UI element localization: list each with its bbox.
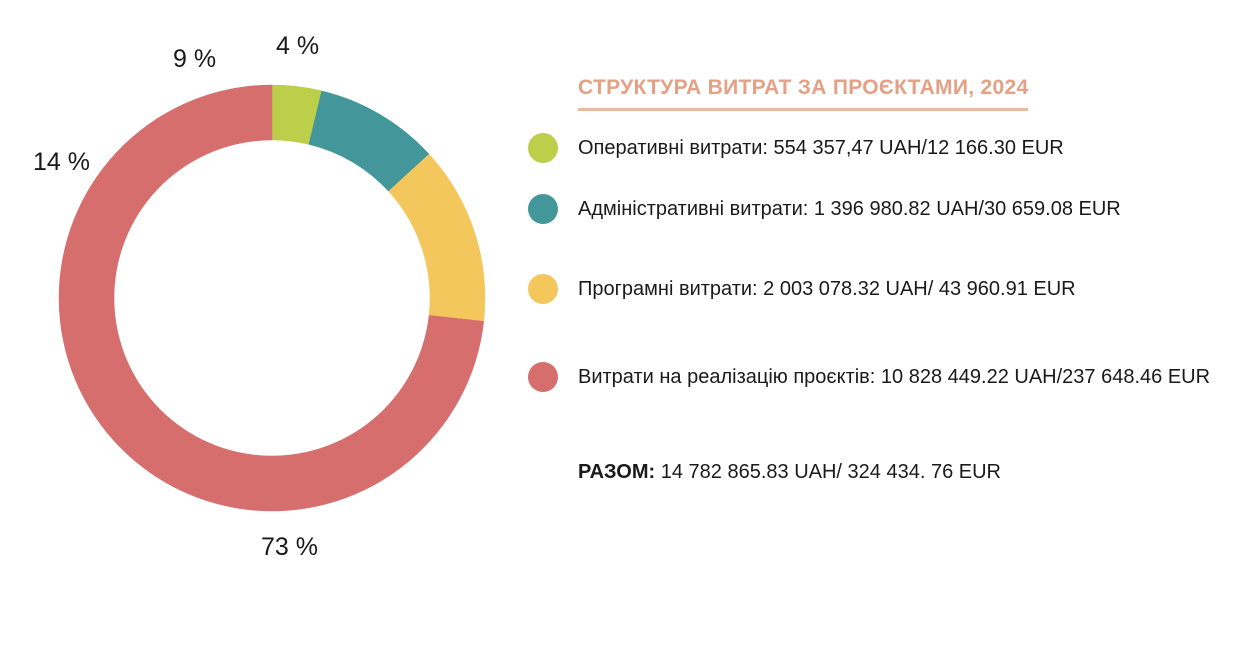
legend-dot-operational-icon	[528, 133, 558, 163]
chart-title: СТРУКТУРА ВИТРАТ ЗА ПРОЄКТАМИ, 2024	[578, 76, 1029, 111]
slice-program	[388, 153, 486, 322]
percent-label-administrative: 9 %	[173, 45, 216, 73]
percent-labels: 4 % 9 % 14 % 73 %	[33, 32, 319, 561]
total-value: 14 782 865.83 UAH/ 324 434. 76 EUR	[660, 461, 1001, 483]
percent-label-operational: 4 %	[276, 32, 319, 60]
legend-item-operational: Оперативні витрати: 554 357,47 UAH/12 16…	[528, 133, 1064, 163]
legend-label-administrative: Адміністративні витрати: 1 396 980.82 UA…	[578, 197, 1121, 220]
donut-chart: 4 % 9 % 14 % 73 %	[33, 32, 486, 561]
legend-label-program: Програмні витрати: 2 003 078.32 UAH/ 43 …	[578, 277, 1076, 300]
legend-item-program: Програмні витрати: 2 003 078.32 UAH/ 43 …	[528, 274, 1076, 304]
percent-label-projects: 73 %	[261, 533, 318, 561]
legend-item-administrative: Адміністративні витрати: 1 396 980.82 UA…	[528, 194, 1121, 224]
legend-dot-administrative-icon	[528, 194, 558, 224]
legend-label-operational: Оперативні витрати: 554 357,47 UAH/12 16…	[578, 136, 1064, 159]
slice-projects	[58, 84, 484, 512]
percent-label-program: 14 %	[33, 148, 90, 176]
legend-item-projects: Витрати на реалізацію проєктів: 10 828 4…	[528, 362, 1210, 392]
legend-dot-projects-icon	[528, 362, 558, 392]
donut-slices	[58, 84, 486, 512]
total-label: РАЗОМ:	[578, 461, 656, 483]
total-summary: РАЗОМ: 14 782 865.83 UAH/ 324 434. 76 EU…	[578, 461, 1001, 484]
legend-dot-program-icon	[528, 274, 558, 304]
legend-label-projects: Витрати на реалізацію проєктів: 10 828 4…	[578, 365, 1211, 388]
